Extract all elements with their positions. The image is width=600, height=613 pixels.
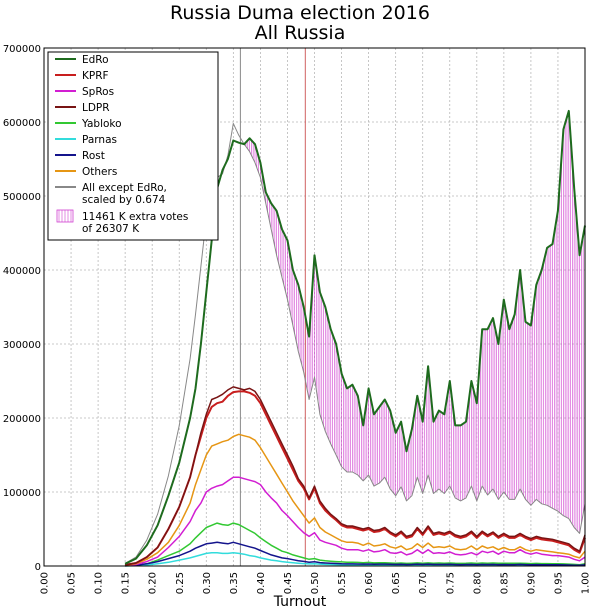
legend-label-2: scaled by 0.674 xyxy=(82,194,166,206)
y-tick-label: 0 xyxy=(35,562,41,573)
x-tick-label: 0.80 xyxy=(472,572,483,594)
x-tick-label: 0.55 xyxy=(337,572,348,594)
series-edro-line xyxy=(124,109,586,565)
y-tick-label: 600000 xyxy=(3,118,41,129)
x-tick-label: 0.95 xyxy=(553,572,564,594)
x-tick-label: 0.65 xyxy=(391,572,402,594)
series-kprf-line xyxy=(124,390,586,566)
y-tick-label: 100000 xyxy=(3,488,41,499)
series-lines xyxy=(124,109,586,567)
extra-votes-hatch xyxy=(222,110,584,534)
reference-lines xyxy=(239,48,306,566)
legend-label: All except EdRo, xyxy=(82,182,167,194)
series-yabloko-line xyxy=(125,522,586,567)
x-tick-label: 0.40 xyxy=(256,572,267,594)
x-tick-label: 0.75 xyxy=(445,572,456,594)
x-tick-label: 0.15 xyxy=(121,572,132,594)
y-tick-label: 500000 xyxy=(3,192,41,203)
legend-label: SpRos xyxy=(82,86,114,98)
legend-label: Others xyxy=(82,166,117,178)
legend-label: 11461 K extra votes xyxy=(82,211,188,223)
x-tick-label: 0.20 xyxy=(148,572,159,594)
x-tick-label: 0.50 xyxy=(310,572,321,594)
x-tick-label: 0.45 xyxy=(283,572,294,594)
series-others-line xyxy=(124,433,586,567)
series-all-except-edro-line xyxy=(124,123,586,564)
plot-frame xyxy=(43,47,586,567)
x-axis-label: Turnout xyxy=(273,594,327,610)
legend-box xyxy=(47,51,219,241)
x-tick-label: 0.35 xyxy=(229,572,240,594)
legend-label: Rost xyxy=(82,150,105,162)
legend-label: LDPR xyxy=(82,102,110,114)
x-tick-label: 0.60 xyxy=(364,572,375,594)
x-axis-ticks: 0.00 0.05 0.10 0.15 0.20 0.25 0.30 0.35 0.40 0.45… xyxy=(40,572,592,594)
y-tick-label: 700000 xyxy=(3,44,41,55)
y-axis-ticks: 0 100000 200000 300000 400000 500000 600000 700… xyxy=(3,44,41,573)
legend-label: Parnas xyxy=(82,134,117,146)
x-tick-label: 0.25 xyxy=(175,572,186,594)
x-tick-label: 0.10 xyxy=(94,572,105,594)
series-rost-line xyxy=(125,541,586,567)
legend-label: KPRF xyxy=(82,70,109,82)
y-tick-label: 200000 xyxy=(3,414,41,425)
series-ldpr-line xyxy=(124,386,586,566)
series-spros-line xyxy=(125,476,586,567)
x-tick-label: 0.85 xyxy=(499,572,510,594)
x-tick-label: 0.05 xyxy=(67,572,78,594)
legend: EdRo KPRF SpRos LDPR Yabloko Parnas Rost Others… xyxy=(47,51,219,241)
legend-label: Yabloko xyxy=(81,118,122,130)
legend-label: EdRo xyxy=(82,54,109,66)
x-tick-label: 0.00 xyxy=(40,572,51,594)
x-tick-label: 1.00 xyxy=(581,572,592,594)
y-tick-label: 400000 xyxy=(3,266,41,277)
y-tick-label: 300000 xyxy=(3,340,41,351)
x-tick-label: 0.90 xyxy=(526,572,537,594)
legend-label-2: of 26307 K xyxy=(82,223,140,235)
x-tick-label: 0.30 xyxy=(202,572,213,594)
x-tick-label: 0.70 xyxy=(418,572,429,594)
chart-subtitle: All Russia xyxy=(254,22,346,44)
chart-title: Russia Duma election 2016 xyxy=(170,2,430,24)
